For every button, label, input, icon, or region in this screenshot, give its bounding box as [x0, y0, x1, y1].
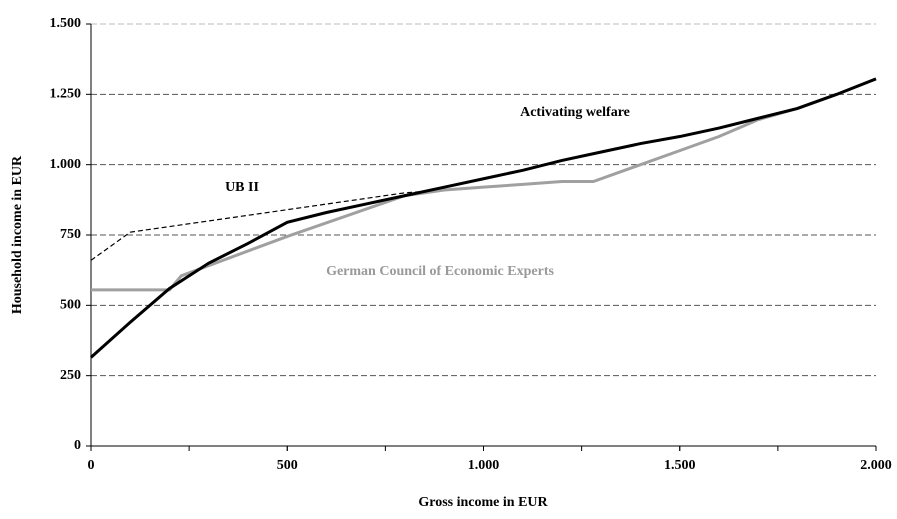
- y-tick-label: 1.000: [50, 157, 82, 172]
- x-tick-label: 1.000: [468, 458, 500, 473]
- series-line: [89, 77, 877, 359]
- x-axis-label: Gross income in EUR: [418, 495, 548, 510]
- x-tick-label: 500: [277, 458, 298, 473]
- y-tick-label: 500: [60, 298, 81, 313]
- annotation: UB II: [225, 180, 259, 195]
- annotation: Activating welfare: [520, 105, 630, 120]
- annotation: German Council of Economic Experts: [326, 264, 554, 279]
- y-tick-label: 750: [60, 227, 81, 242]
- x-tick-label: 0: [88, 458, 95, 473]
- y-tick-label: 250: [60, 368, 81, 383]
- x-tick-label: 1.500: [664, 458, 696, 473]
- y-tick-label: 1.250: [50, 87, 82, 102]
- y-axis-label: Household income in EUR: [10, 155, 25, 314]
- series-line: [91, 77, 877, 292]
- x-tick-label: 2.000: [860, 458, 892, 473]
- series-line: [90, 78, 877, 261]
- y-tick-label: 0: [74, 438, 81, 453]
- y-tick-label: 1.500: [50, 16, 82, 31]
